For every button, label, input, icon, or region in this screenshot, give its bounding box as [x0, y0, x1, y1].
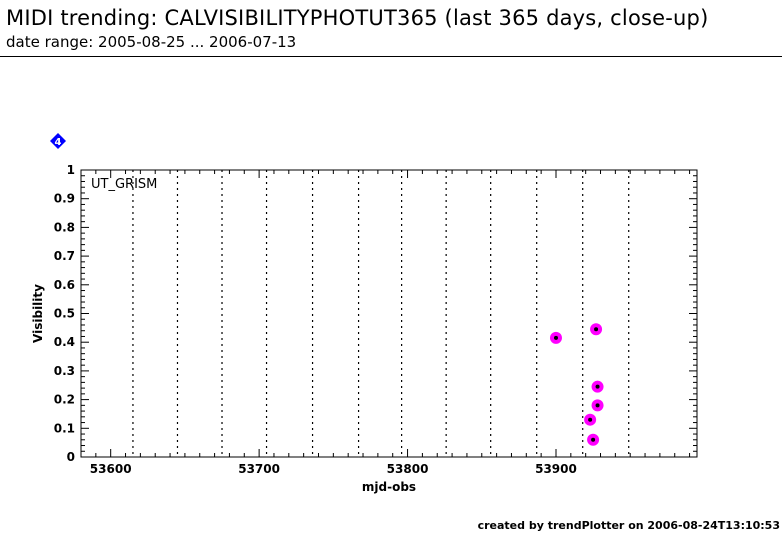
date-range: date range: 2005-08-25 ... 2006-07-13 [6, 33, 297, 51]
x-tick-label: 53800 [387, 462, 429, 476]
data-point-center [594, 327, 599, 332]
data-point-center [588, 417, 593, 422]
y-tick-label: 0.3 [54, 364, 75, 378]
data-point-center [595, 384, 600, 389]
data-point [584, 413, 597, 426]
page-title: MIDI trending: CALVISIBILITYPHOTUT365 (l… [6, 6, 709, 30]
y-tick-label: 0.1 [54, 421, 75, 435]
data-point-center [591, 437, 596, 442]
vertical-dotted-lines [132, 170, 630, 457]
y-tick-label: 0.9 [54, 192, 75, 206]
plot-frame [80, 169, 698, 458]
y-tick-label: 0.6 [54, 278, 75, 292]
data-point [591, 380, 604, 393]
data-point-center [553, 335, 558, 340]
y-tick-label: 0.5 [54, 307, 75, 321]
y-axis-label: Visibility [31, 284, 45, 343]
diamond-marker-icon: 4 [50, 133, 66, 149]
data-point [591, 399, 604, 412]
x-axis-label: mjd-obs [362, 480, 416, 494]
y-tick-label: 1 [67, 163, 75, 177]
footer-credit: created by trendPlotter on 2006-08-24T13… [477, 519, 780, 532]
x-tick-label: 53700 [238, 462, 280, 476]
data-point [587, 433, 600, 446]
data-points [549, 323, 604, 446]
data-point [549, 331, 562, 344]
diamond-label: 4 [55, 137, 62, 148]
y-tick-label: 0.8 [54, 220, 75, 234]
y-tick-label: 0.7 [54, 249, 75, 263]
data-point [590, 323, 603, 336]
data-point-center [595, 403, 600, 408]
y-tick-label: 0 [67, 450, 75, 464]
chart-annotation: UT_GRISM [91, 177, 157, 192]
y-tick-label: 0.4 [54, 335, 75, 349]
axis-ticks: 53600 53700 53800 53900 0 0.1 0.2 0.3 0.4 0.5 0.6 0… [54, 163, 697, 476]
y-tick-label: 0.2 [54, 393, 75, 407]
x-tick-label: 53900 [535, 462, 577, 476]
diamond-shape [50, 133, 66, 149]
title-divider [0, 56, 782, 57]
x-tick-label: 53600 [90, 462, 132, 476]
